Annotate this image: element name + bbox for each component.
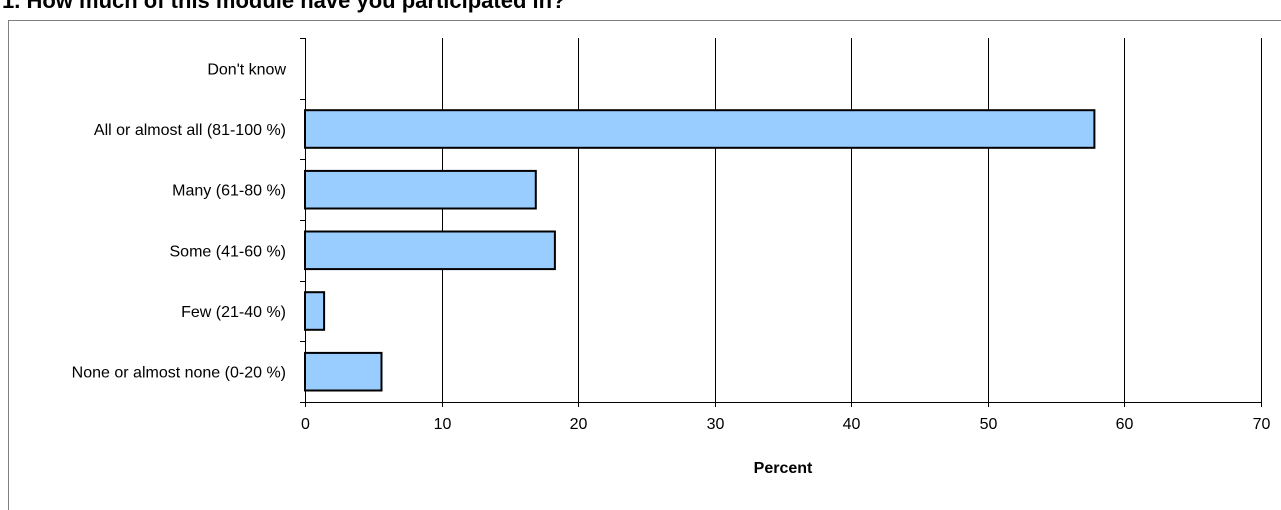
y-category-label: Some (41-60 %) <box>170 243 287 260</box>
x-tick-label: 20 <box>570 416 588 433</box>
x-tick-label: 60 <box>1116 416 1134 433</box>
bar <box>304 351 383 392</box>
x-tick-label: 0 <box>301 416 310 433</box>
x-tick-label: 70 <box>1253 416 1271 433</box>
axes <box>300 38 1262 407</box>
y-category-label: None or almost none (0-20 %) <box>72 365 286 382</box>
x-axis-title: Percent <box>754 460 813 477</box>
bar <box>304 291 326 331</box>
y-category-label: Many (61-80 %) <box>172 183 286 200</box>
y-category-label: Don't know <box>207 61 286 78</box>
bar <box>304 169 537 210</box>
bars <box>304 109 1096 392</box>
bar <box>304 230 556 271</box>
y-category-label: All or almost all (81-100 %) <box>94 122 286 139</box>
x-tick-label: 40 <box>843 416 861 433</box>
y-category-label: Few (21-40 %) <box>181 304 286 321</box>
x-tick-label: 50 <box>980 416 998 433</box>
bar <box>304 109 1096 149</box>
labels: 0 10 20 30 40 50 60 70 Don't know All or almost a… <box>72 61 1271 433</box>
x-tick-label: 30 <box>707 416 725 433</box>
x-tick-label: 10 <box>434 416 452 433</box>
grid-lines <box>442 38 1262 402</box>
chart-title: 1. How much of this module have you part… <box>2 0 566 13</box>
